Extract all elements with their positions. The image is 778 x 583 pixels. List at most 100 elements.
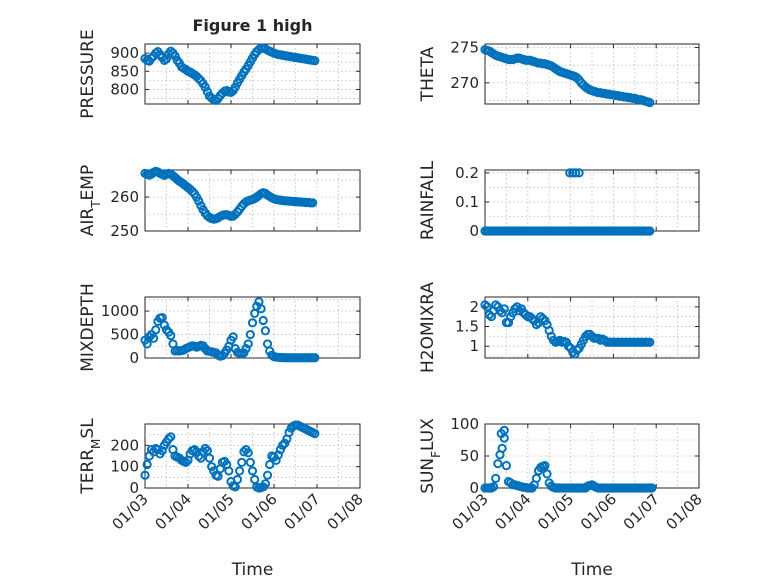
data-point — [531, 319, 541, 330]
y-tick-label: 0 — [469, 479, 479, 497]
data-point — [501, 461, 511, 471]
data-point — [256, 304, 266, 314]
subplot-2: 270 275 THETA — [418, 39, 700, 108]
y-tick-label: 1000 — [101, 302, 139, 320]
y-tick-label: 0 — [129, 349, 139, 367]
x-tick-label: 01/08 — [324, 490, 367, 533]
data-point — [488, 482, 499, 492]
y-tick-label: 900 — [110, 44, 139, 62]
data-point — [480, 300, 490, 310]
y-axis-label: H2OMIXRA — [418, 282, 438, 373]
data-point — [538, 314, 548, 324]
data-point — [194, 196, 204, 206]
data-point — [310, 429, 320, 439]
data-series — [480, 300, 655, 359]
data-point — [482, 302, 492, 312]
data-point — [166, 432, 176, 442]
y-axis-label: SUNFLUX — [418, 418, 443, 494]
y-tick-label: 260 — [110, 188, 139, 206]
data-point — [247, 466, 258, 476]
x-tick-label: 01/04 — [491, 490, 534, 533]
y-tick-label: 0 — [129, 479, 139, 497]
subplot-3: 250 260 AIRTEMP — [78, 165, 361, 240]
data-point — [563, 341, 574, 351]
data-series — [140, 297, 320, 363]
y-tick-label: 1 — [469, 337, 479, 355]
data-point — [645, 226, 655, 236]
data-point — [499, 304, 509, 314]
figure-title: Figure 1 high — [193, 16, 313, 35]
subplot-4: 0 0.1 0.2 RAINFALL — [418, 160, 700, 240]
data-point — [235, 466, 245, 476]
data-point — [527, 314, 537, 324]
data-point — [540, 461, 550, 471]
data-series — [480, 425, 657, 493]
data-point — [224, 466, 234, 476]
data-point — [142, 459, 152, 470]
data-point — [243, 448, 253, 458]
data-point — [645, 337, 655, 347]
data-point — [243, 339, 253, 349]
data-point — [239, 447, 249, 457]
data-point — [151, 325, 161, 335]
x-tick-label: 01/07 — [281, 490, 324, 533]
y-tick-label: 100 — [450, 415, 479, 433]
y-tick-label: 50 — [460, 447, 479, 465]
data-point — [237, 457, 247, 467]
data-point — [310, 56, 320, 66]
data-point — [497, 443, 507, 453]
data-point — [542, 469, 552, 479]
data-point — [149, 333, 159, 343]
data-series — [140, 420, 320, 493]
data-point — [491, 300, 501, 310]
y-tick-label: 0.2 — [455, 164, 479, 182]
y-axis-label: AIRTEMP — [78, 165, 103, 236]
data-point — [247, 318, 258, 328]
data-point — [260, 326, 270, 336]
x-tick-label: 01/06 — [238, 490, 281, 533]
data-series — [480, 168, 655, 236]
data-point — [258, 315, 268, 326]
y-tick-label: 1.5 — [455, 318, 479, 336]
data-point — [204, 453, 215, 463]
data-point — [531, 473, 541, 483]
y-tick-label: 500 — [110, 326, 139, 344]
x-tick-label: 01/06 — [577, 490, 620, 533]
data-point — [232, 474, 243, 485]
y-tick-label: 2 — [469, 298, 479, 316]
y-axis-label: RAINFALL — [418, 160, 438, 240]
data-point — [159, 320, 169, 330]
x-tick-label: 01/08 — [663, 490, 706, 533]
x-tick-label: 01/05 — [195, 490, 238, 533]
data-point — [574, 168, 584, 178]
x-axis-label: Time — [231, 560, 274, 580]
y-tick-label: 250 — [110, 222, 139, 240]
data-point — [228, 332, 238, 342]
data-point — [499, 425, 509, 435]
data-series — [140, 43, 320, 105]
x-tick-label: 01/04 — [152, 490, 195, 533]
data-point — [310, 353, 320, 363]
data-point — [262, 470, 273, 480]
y-tick-label: 800 — [110, 80, 139, 98]
data-point — [200, 443, 210, 454]
data-point — [571, 168, 581, 178]
y-axis-label: PRESSURE — [78, 29, 98, 118]
y-axis-label: TERRMSL — [78, 418, 103, 495]
axes-frame — [484, 169, 700, 232]
y-tick-label: 850 — [110, 62, 139, 80]
data-point — [140, 470, 150, 480]
data-point — [565, 168, 575, 178]
data-point — [189, 445, 200, 455]
data-point — [245, 457, 255, 467]
data-point — [645, 97, 655, 108]
y-tick-label: 275 — [450, 39, 479, 57]
data-point — [241, 344, 251, 354]
data-series — [480, 45, 655, 108]
x-tick-label: 01/07 — [620, 490, 663, 533]
data-point — [164, 434, 174, 444]
